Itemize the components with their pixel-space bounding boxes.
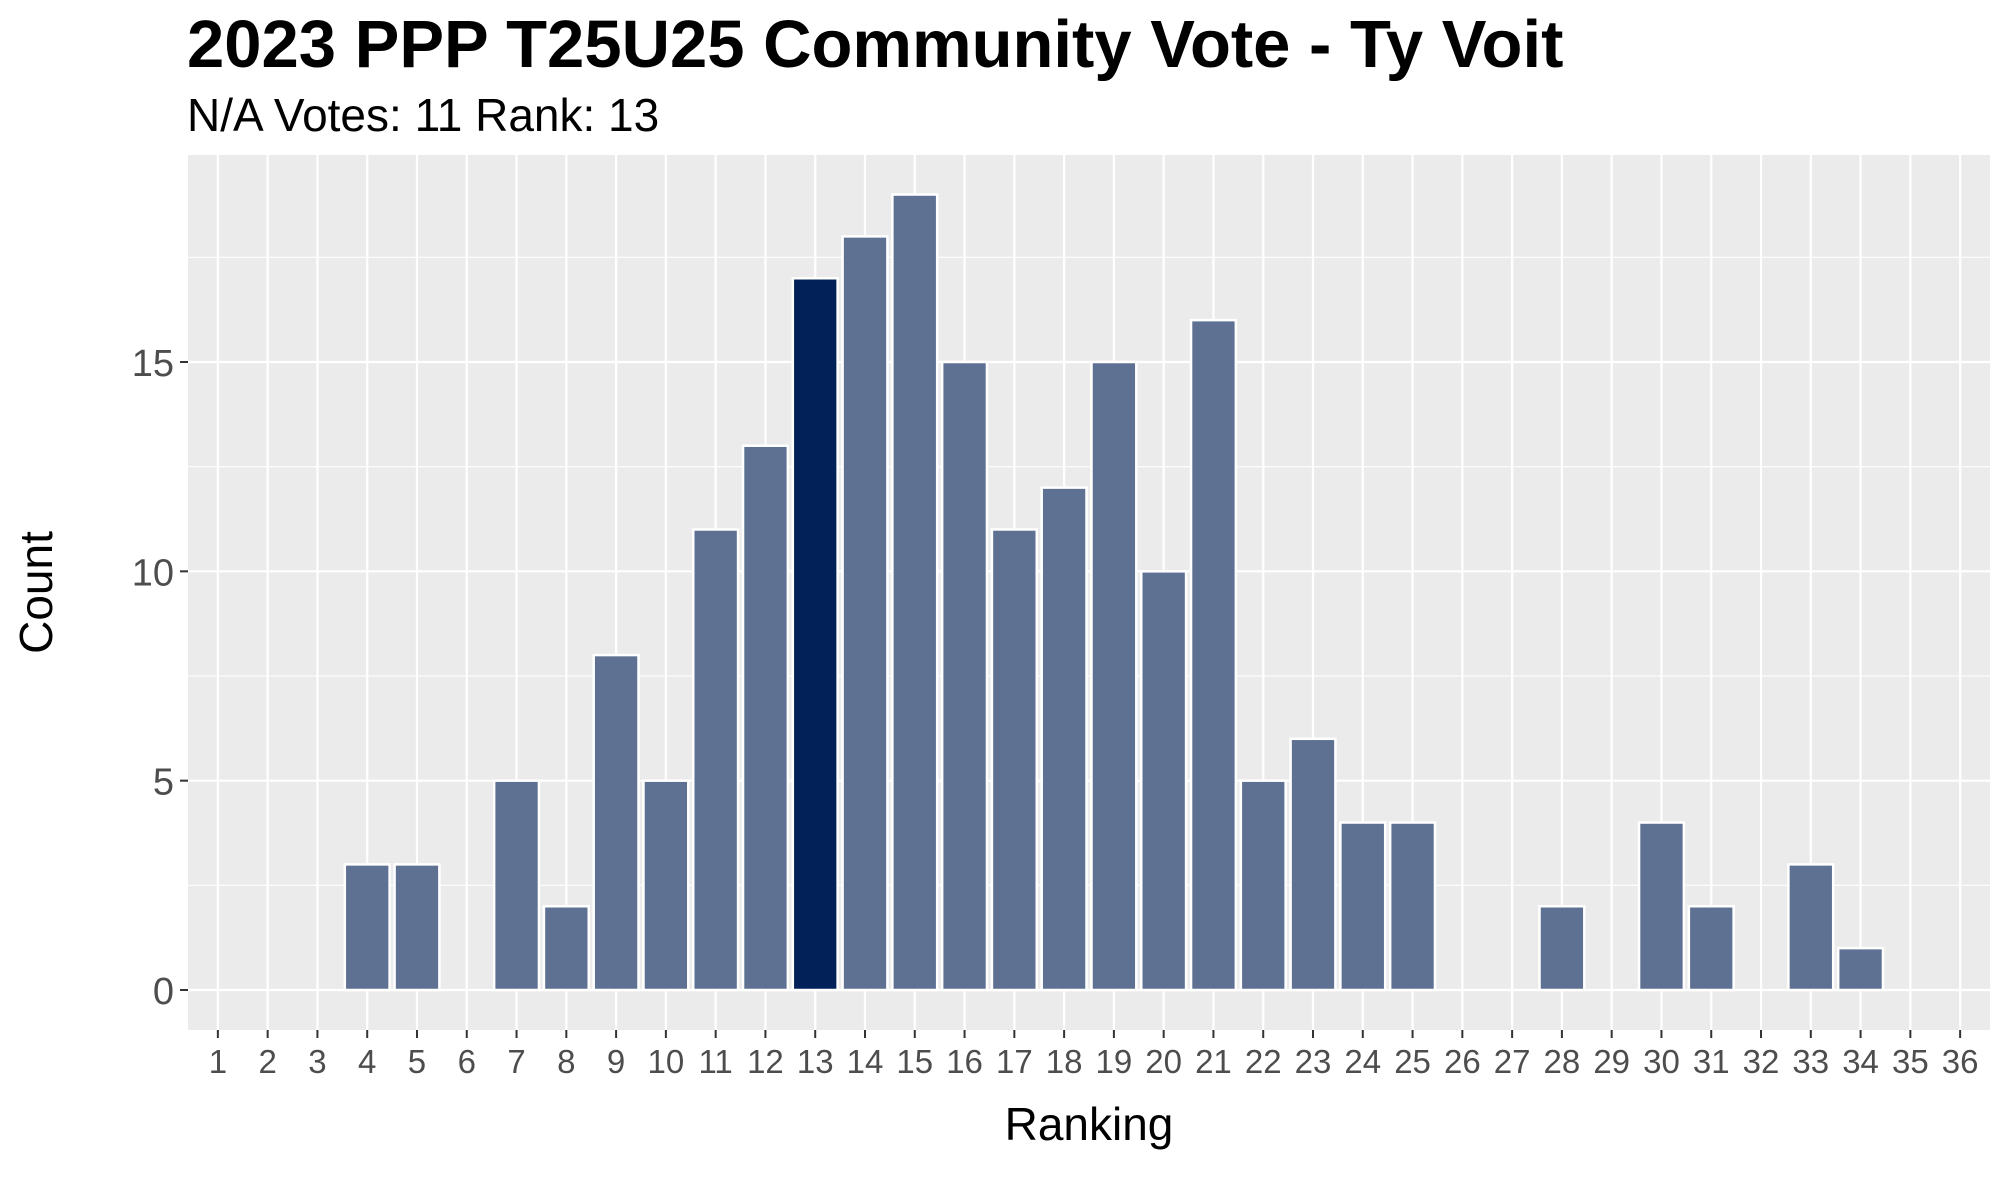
x-tick-label: 31 [1693, 1043, 1730, 1080]
x-tick-label: 36 [1942, 1043, 1979, 1080]
y-tick-label: 10 [132, 552, 174, 594]
y-tick-label: 0 [153, 971, 174, 1013]
bar [1388, 821, 1437, 992]
x-tick-label: 9 [607, 1043, 625, 1080]
y-tick-label: 15 [132, 343, 174, 385]
bar [1637, 821, 1686, 992]
chart-title: 2023 PPP T25U25 Community Vote - Ty Voit [187, 7, 1564, 82]
bar [841, 235, 889, 992]
x-tick-label: 26 [1444, 1043, 1481, 1080]
bar [1339, 821, 1387, 992]
x-axis: 1 2 3 4 5 6 7 8 9 10 11 12 13 14 15 16 17 18 19 20 21 22 23 24 2… [209, 1030, 1979, 1080]
bar [990, 528, 1038, 992]
x-tick-label: 11 [699, 1043, 733, 1080]
x-tick-label: 23 [1295, 1043, 1332, 1080]
bar [1140, 570, 1188, 992]
bar [1040, 486, 1088, 992]
bar [692, 528, 740, 992]
x-tick-label: 16 [946, 1043, 983, 1080]
x-tick-label: 6 [458, 1043, 476, 1080]
x-tick-label: 2 [258, 1043, 276, 1080]
x-tick-label: 30 [1643, 1043, 1680, 1080]
bar [592, 653, 640, 992]
x-tick-label: 5 [408, 1043, 426, 1080]
y-axis-title: Count [10, 531, 62, 654]
bar-highlight [791, 277, 839, 992]
x-tick-label: 7 [507, 1043, 525, 1080]
x-tick-label: 21 [1195, 1043, 1232, 1080]
bar [1090, 360, 1138, 992]
x-tick-label: 3 [308, 1043, 326, 1080]
bar [940, 360, 989, 992]
bar [393, 863, 441, 992]
chart-subtitle: N/A Votes: 11 Rank: 13 [187, 89, 660, 141]
x-tick-label: 8 [557, 1043, 575, 1080]
x-tick-label: 34 [1842, 1043, 1879, 1080]
x-tick-label: 10 [648, 1043, 685, 1080]
bar [492, 779, 541, 992]
bar [1787, 863, 1835, 992]
x-axis-title: Ranking [1005, 1098, 1174, 1150]
x-tick-label: 4 [358, 1043, 376, 1080]
x-tick-label: 1 [209, 1043, 227, 1080]
bar [1239, 779, 1287, 992]
bar [1289, 737, 1337, 992]
x-tick-label: 28 [1544, 1043, 1581, 1080]
x-tick-label: 20 [1145, 1043, 1182, 1080]
bar [1836, 946, 1885, 992]
x-tick-label: 22 [1245, 1043, 1282, 1080]
bars [343, 193, 1885, 992]
bar [642, 779, 690, 992]
x-tick-label: 18 [1046, 1043, 1083, 1080]
bar [542, 905, 590, 992]
x-tick-label: 19 [1096, 1043, 1133, 1080]
x-tick-label: 15 [896, 1043, 933, 1080]
x-tick-label: 13 [797, 1043, 834, 1080]
y-axis: 0 5 10 15 [132, 343, 188, 1013]
x-tick-label: 24 [1344, 1043, 1381, 1080]
bar [891, 193, 939, 992]
x-tick-label: 14 [847, 1043, 884, 1080]
x-tick-label: 33 [1792, 1043, 1829, 1080]
bar [1687, 905, 1735, 992]
x-tick-label: 25 [1394, 1043, 1431, 1080]
bar [343, 863, 391, 992]
plot-panel [188, 155, 1990, 1030]
x-tick-label: 27 [1494, 1043, 1531, 1080]
bar [741, 444, 790, 992]
bar [1538, 905, 1586, 992]
x-tick-label: 35 [1892, 1043, 1929, 1080]
bar [1189, 318, 1238, 992]
y-tick-label: 5 [153, 762, 174, 804]
x-tick-label: 17 [996, 1043, 1033, 1080]
x-tick-label: 32 [1743, 1043, 1780, 1080]
x-tick-label: 29 [1593, 1043, 1630, 1080]
x-tick-label: 12 [747, 1043, 784, 1080]
